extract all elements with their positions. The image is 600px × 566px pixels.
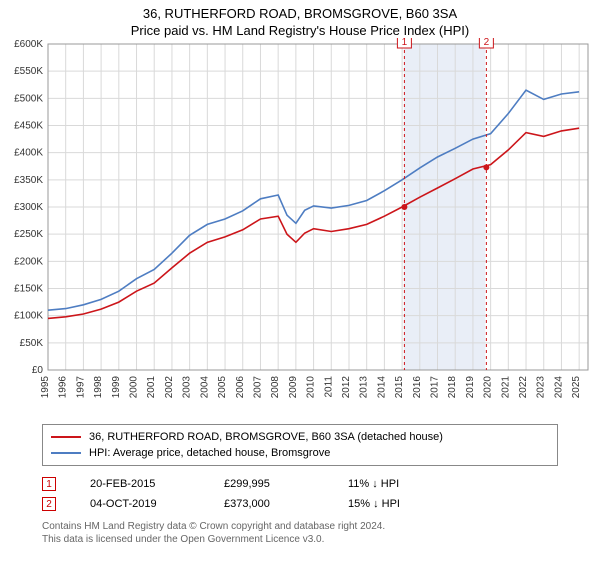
svg-text:£350K: £350K [14, 175, 43, 186]
legend-label: HPI: Average price, detached house, Brom… [89, 447, 330, 459]
svg-text:2004: 2004 [199, 376, 210, 399]
svg-text:£400K: £400K [14, 148, 43, 159]
sale-price: £299,995 [224, 478, 314, 490]
svg-text:2015: 2015 [394, 376, 405, 399]
svg-text:£200K: £200K [14, 256, 43, 267]
svg-text:£300K: £300K [14, 202, 43, 213]
footer-attribution: Contains HM Land Registry data © Crown c… [42, 520, 558, 546]
svg-text:2020: 2020 [483, 376, 494, 399]
svg-text:2021: 2021 [500, 376, 511, 399]
footer-line2: This data is licensed under the Open Gov… [42, 533, 558, 546]
sale-price: £373,000 [224, 498, 314, 510]
svg-text:2013: 2013 [359, 376, 370, 399]
page-title-line2: Price paid vs. HM Land Registry's House … [0, 23, 600, 38]
sale-row: 2 04-OCT-2019 £373,000 15% ↓ HPI [42, 494, 558, 514]
svg-text:2024: 2024 [553, 376, 564, 399]
svg-text:1996: 1996 [58, 376, 69, 399]
svg-text:2000: 2000 [129, 376, 140, 399]
svg-text:2023: 2023 [536, 376, 547, 399]
svg-text:1: 1 [402, 38, 408, 48]
svg-text:2002: 2002 [164, 376, 175, 399]
legend: 36, RUTHERFORD ROAD, BROMSGROVE, B60 3SA… [42, 424, 558, 466]
svg-text:2001: 2001 [146, 376, 157, 399]
sale-date: 20-FEB-2015 [90, 478, 190, 490]
svg-text:£0: £0 [32, 365, 44, 376]
svg-text:£100K: £100K [14, 311, 43, 322]
svg-text:£150K: £150K [14, 284, 43, 295]
svg-text:£450K: £450K [14, 121, 43, 132]
svg-text:£600K: £600K [14, 39, 43, 50]
sale-badge: 1 [42, 477, 56, 491]
svg-text:2025: 2025 [571, 376, 582, 399]
svg-text:1997: 1997 [75, 376, 86, 399]
svg-text:2010: 2010 [306, 376, 317, 399]
svg-text:2006: 2006 [235, 376, 246, 399]
svg-text:2017: 2017 [430, 376, 441, 399]
legend-row: 36, RUTHERFORD ROAD, BROMSGROVE, B60 3SA… [51, 429, 549, 445]
page-title-line1: 36, RUTHERFORD ROAD, BROMSGROVE, B60 3SA [0, 6, 600, 21]
svg-text:2007: 2007 [252, 376, 263, 399]
sale-badge: 2 [42, 497, 56, 511]
price-chart: £0 £50K £100K £150K £200K £250K £300K £350K £400… [0, 38, 600, 418]
svg-text:£550K: £550K [14, 66, 43, 77]
sale-delta: 15% ↓ HPI [348, 498, 400, 510]
svg-text:2014: 2014 [376, 376, 387, 399]
legend-label: 36, RUTHERFORD ROAD, BROMSGROVE, B60 3SA… [89, 431, 443, 443]
sale-delta: 11% ↓ HPI [348, 478, 399, 490]
sale-date: 04-OCT-2019 [90, 498, 190, 510]
svg-text:£500K: £500K [14, 93, 43, 104]
svg-text:2016: 2016 [412, 376, 423, 399]
svg-text:£250K: £250K [14, 229, 43, 240]
svg-text:2012: 2012 [341, 376, 352, 399]
svg-text:£50K: £50K [20, 338, 44, 349]
legend-row: HPI: Average price, detached house, Brom… [51, 445, 549, 461]
svg-text:2008: 2008 [270, 376, 281, 399]
svg-text:2003: 2003 [182, 376, 193, 399]
footer-line1: Contains HM Land Registry data © Crown c… [42, 520, 558, 533]
svg-text:1995: 1995 [40, 376, 51, 399]
chart-svg: £0 £50K £100K £150K £200K £250K £300K £350K £400… [0, 38, 600, 418]
sales-table: 1 20-FEB-2015 £299,995 11% ↓ HPI 2 04-OCT-201… [42, 474, 558, 514]
svg-text:2: 2 [484, 38, 490, 48]
svg-text:2005: 2005 [217, 376, 228, 399]
legend-swatch [51, 436, 81, 438]
svg-text:2011: 2011 [323, 376, 334, 398]
svg-text:1999: 1999 [111, 376, 122, 399]
sale-row: 1 20-FEB-2015 £299,995 11% ↓ HPI [42, 474, 558, 494]
svg-text:2018: 2018 [447, 376, 458, 399]
svg-text:2009: 2009 [288, 376, 299, 399]
svg-text:1998: 1998 [93, 376, 104, 399]
svg-text:2019: 2019 [465, 376, 476, 399]
svg-text:2022: 2022 [518, 376, 529, 399]
legend-swatch [51, 452, 81, 454]
